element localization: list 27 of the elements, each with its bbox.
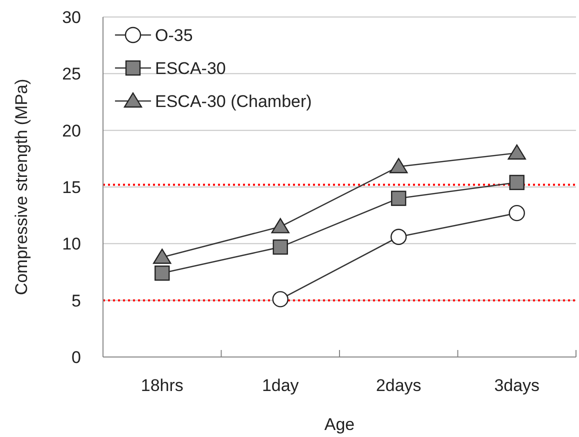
x-tick-label: 1day [262,376,300,395]
point [508,204,525,222]
x-tick-label: 18hrs [140,376,184,395]
y-tick-label: 30 [62,8,81,27]
y-tick-label: 0 [72,348,81,367]
y-tick-label: 20 [62,121,81,140]
point [272,239,288,255]
point [154,266,170,281]
y-tick-label: 15 [62,178,81,197]
point [509,174,524,190]
point [390,228,407,245]
y-axis-title: Compressive strength (MPa) [12,78,31,296]
y-tick-label: 5 [72,291,81,310]
point [391,190,406,206]
y-tick-label: 25 [62,64,81,84]
point [508,144,526,160]
y-tick-label: 10 [62,234,81,254]
point [390,158,408,174]
legend-label: ESCA-30 (Chamber) [155,92,312,111]
legend-label: O-35 [155,26,193,45]
x-axis-title: Age [324,415,355,434]
x-tick-label: 2days [376,376,422,395]
legend-label: ESCA-30 [155,58,226,78]
x-tick-label: 3days [494,376,540,395]
point [271,218,290,234]
point [272,291,288,308]
point [153,248,172,264]
